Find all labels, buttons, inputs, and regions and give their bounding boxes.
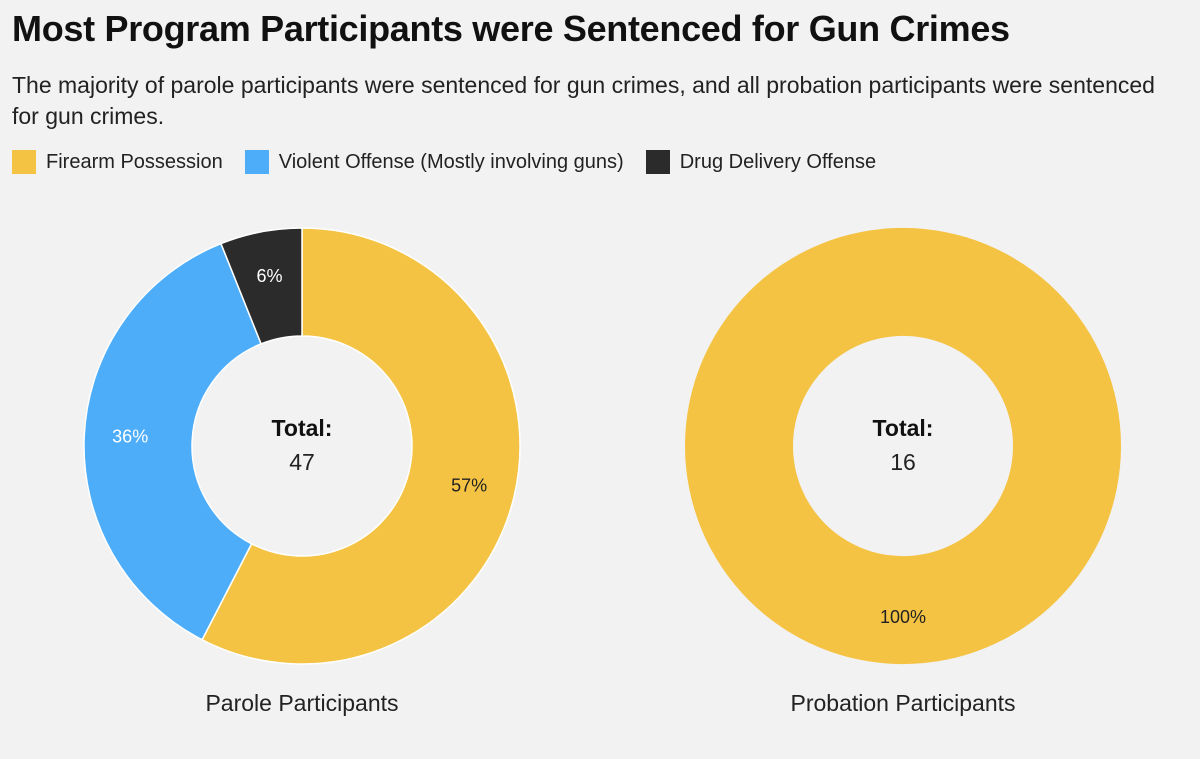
slice-firearm-possession xyxy=(685,227,1121,665)
slice-label-drug-delivery-offense: 6% xyxy=(256,266,282,286)
legend-label-drug-delivery: Drug Delivery Offense xyxy=(679,150,877,173)
total-value: 16 xyxy=(890,449,916,475)
slice-firearm-possession xyxy=(201,227,521,665)
slice-label-firearm-possession: 57% xyxy=(451,475,487,495)
donut-chart-parole-participants: 57% 36% 6% Total: 47 Parole Participants xyxy=(83,227,521,716)
chart-caption: Probation Participants xyxy=(790,690,1015,716)
legend-item-violent-offense: Violent Offense (Mostly involving guns) xyxy=(244,150,624,174)
chart-subtitle: The majority of parole participants were… xyxy=(12,72,1155,129)
slice-drug-delivery-offense xyxy=(220,227,303,345)
slice-label-violent-offense-mostly-involving-guns: 36% xyxy=(112,427,148,447)
slice-label-firearm-possession: 100% xyxy=(880,607,926,627)
legend-swatch-firearm-possession xyxy=(12,150,36,174)
chart-title: Most Program Participants were Sentenced… xyxy=(12,8,1010,49)
legend: Firearm Possession Violent Offense (Most… xyxy=(12,148,898,176)
donut-chart-probation-participants: 100% Total: 16 Probation Participants xyxy=(685,227,1121,716)
legend-item-firearm-possession: Firearm Possession xyxy=(12,150,223,174)
chart-caption: Parole Participants xyxy=(205,690,398,716)
legend-label-firearm-possession: Firearm Possession xyxy=(46,150,223,173)
slice-violent-offense-mostly-involving-guns xyxy=(83,242,263,641)
total-label: Total: xyxy=(873,415,934,441)
legend-swatch-drug-delivery xyxy=(645,150,670,174)
total-label: Total: xyxy=(272,415,333,441)
legend-swatch-violent-offense xyxy=(244,150,269,174)
legend-item-drug-delivery: Drug Delivery Offense xyxy=(645,150,877,174)
legend-label-violent-offense: Violent Offense (Mostly involving guns) xyxy=(278,150,624,173)
total-value: 47 xyxy=(289,449,315,475)
